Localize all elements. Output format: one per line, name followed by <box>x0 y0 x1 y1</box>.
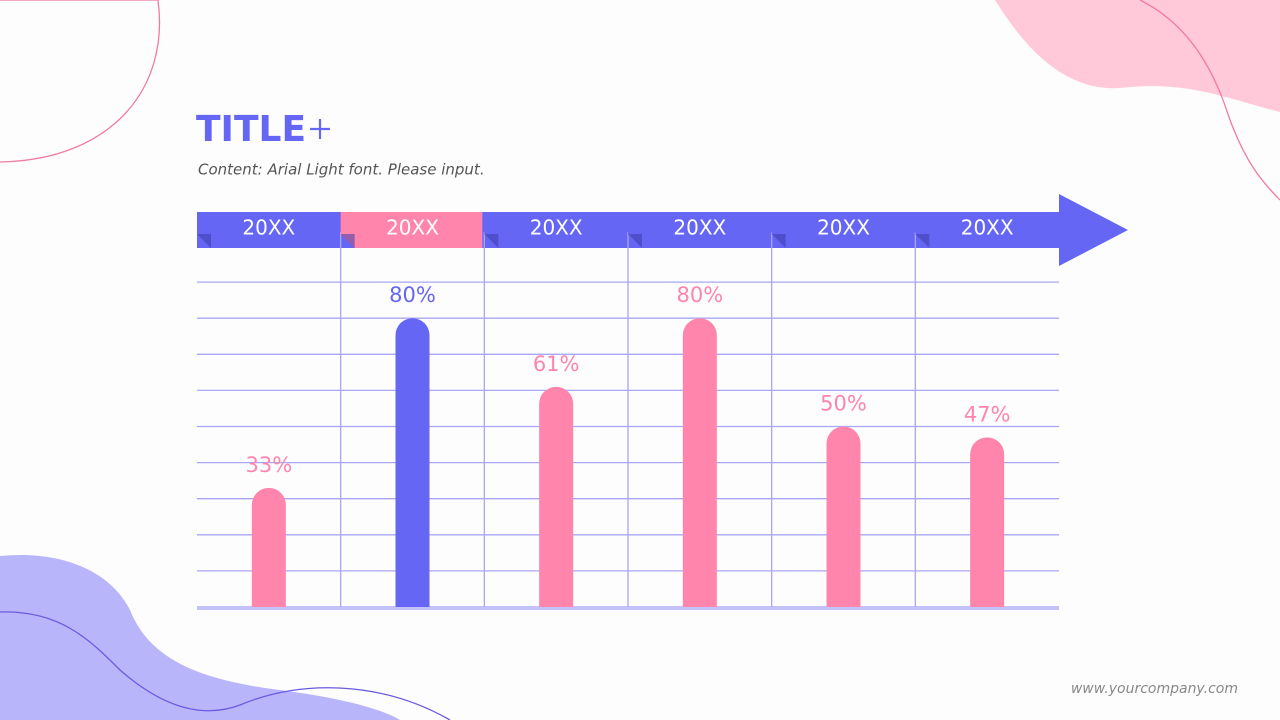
footer: www.yourcompany.com <box>1071 681 1238 697</box>
x-tick-label: 20XX <box>961 216 1014 240</box>
x-tick-label: 20XX <box>530 216 583 240</box>
x-tick-label: 20XX <box>817 216 870 240</box>
header-tab <box>915 212 1057 248</box>
header-tab <box>484 212 626 248</box>
purple-blob <box>0 554 400 720</box>
header-tab <box>628 212 770 248</box>
x-tick-label: 20XX <box>242 216 295 240</box>
bar <box>251 487 286 607</box>
bar <box>826 426 861 607</box>
title: TITLE <box>196 109 306 150</box>
pink-blob <box>995 0 1280 112</box>
value-label: 80% <box>676 283 723 307</box>
tab-fold <box>628 234 642 248</box>
pink-arc <box>0 0 161 163</box>
tab-fold <box>484 234 499 248</box>
value-label: 47% <box>964 402 1011 426</box>
header-tab <box>340 212 483 248</box>
x-tick-label: 20XX <box>673 216 726 240</box>
purple-curve <box>0 611 451 720</box>
header-tab <box>197 212 339 248</box>
header-tab <box>771 212 914 248</box>
bar <box>539 386 574 607</box>
tab-fold <box>771 234 786 248</box>
pink-curve <box>1139 0 1280 201</box>
value-label: 50% <box>820 392 867 416</box>
tab-fold <box>197 234 211 248</box>
tab-fold <box>340 234 355 248</box>
plus-icon <box>310 119 330 139</box>
bar <box>682 318 717 607</box>
bar <box>970 437 1005 607</box>
plot: 20XX 33% 20XX 80% 20XX 61% 20XX 80% 20XX 50% 20XX 4… <box>197 212 1059 610</box>
value-label: 80% <box>389 283 436 307</box>
value-label: 33% <box>245 453 292 477</box>
tab-fold <box>915 234 930 248</box>
x-tick-label: 20XX <box>386 216 439 240</box>
bar <box>395 318 430 607</box>
value-label: 61% <box>533 352 580 376</box>
subtitle: Content: Arial Light font. Please input. <box>198 161 485 179</box>
